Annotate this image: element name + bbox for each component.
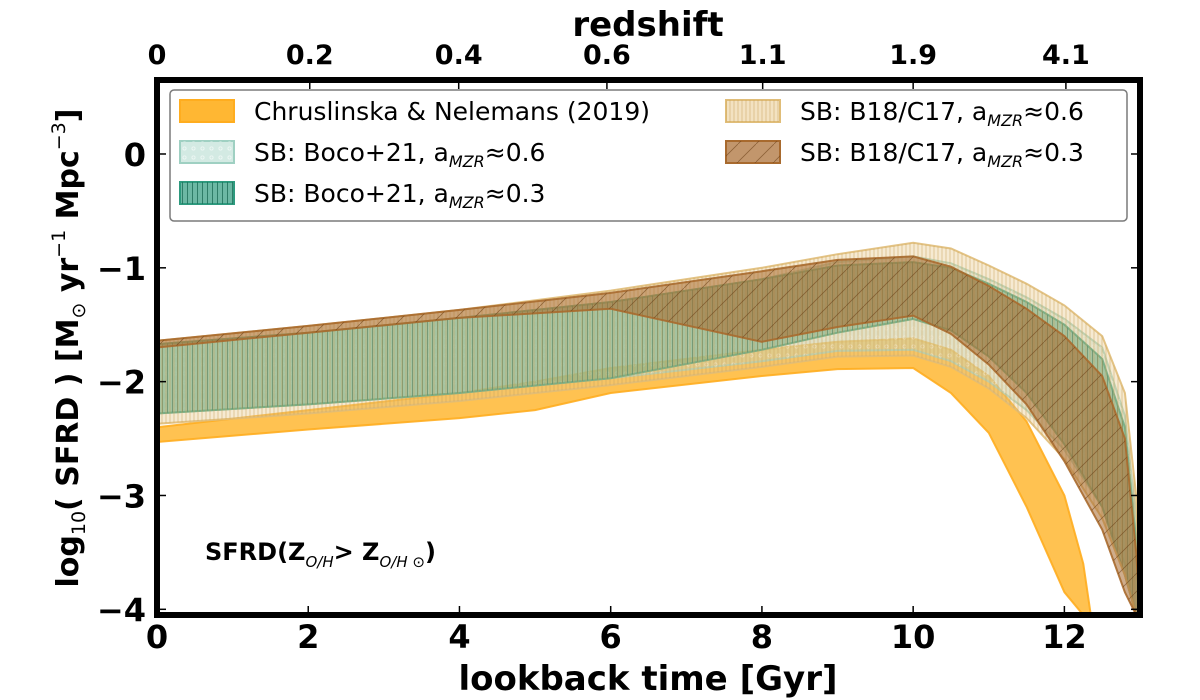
plot-frame [154, 77, 1143, 618]
x-tick-label: 4 [448, 618, 470, 656]
y-tick-label: −4 [97, 591, 146, 629]
top-tick-label: 0.4 [435, 40, 483, 71]
legend-swatch-hatch [180, 141, 234, 163]
legend-label: Chruslinska & Nelemans (2019) [254, 97, 650, 126]
top-tick-label: 4.1 [1042, 40, 1090, 71]
chart-annotation: SFRD(ZO/H> ZO/H ⊙) [205, 538, 436, 571]
series-areas [157, 241, 1140, 615]
annotation-end: ) [425, 538, 436, 566]
top-axis-title: redshift [572, 5, 723, 45]
y-axis-label: log10( SFRD ) [M⊙ yr−1 Mpc−3] [48, 108, 90, 587]
x-axis-label: lookback time [Gyr] [458, 659, 837, 699]
legend-label: SB: Boco+21, aMZR≈0.3 [254, 179, 545, 212]
legend-item-b18_03: SB: B18/C17, aMZR≈0.3 [725, 138, 1084, 171]
x-tick-label: 10 [891, 618, 936, 656]
y-label-sub: 10 [68, 511, 90, 535]
top-tick-label: 0.2 [286, 40, 334, 71]
annotation-main: SFRD(Z [205, 538, 305, 566]
legend-item-boco03: SB: Boco+21, aMZR≈0.3 [179, 179, 545, 212]
y-tick-label: −1 [97, 250, 146, 288]
legend-items: Chruslinska & Nelemans (2019) SB: Boco+21… [179, 97, 1084, 212]
annotation-sub1: O/H [305, 553, 333, 571]
legend-item-b18_06: SB: B18/C17, aMZR≈0.6 [725, 97, 1084, 130]
y-label-prefix: log [51, 535, 86, 587]
y-axis-tick-labels: 0 −1 −2 −3 −4 [97, 136, 146, 629]
legend-label: SB: Boco+21, aMZR≈0.6 [254, 138, 545, 171]
y-tick-label: −3 [97, 477, 146, 515]
y-label-body: ( SFRD ) [M [51, 319, 86, 511]
y-label-sup3: −3 [48, 122, 70, 150]
y-tick-label: −2 [97, 364, 146, 402]
y-label-mpc: Mpc [51, 150, 86, 230]
y-label-sun: ⊙ [68, 303, 90, 319]
legend-label: SB: B18/C17, aMZR≈0.3 [800, 138, 1084, 171]
y-label-yr: yr [51, 258, 86, 303]
area-b18_03 [157, 255, 1140, 615]
area-b18_06-hatch [157, 242, 1140, 615]
legend-item-boco06: SB: Boco+21, aMZR≈0.6 [179, 138, 545, 171]
y-label-close: ] [51, 108, 86, 122]
top-tick-label: 1.1 [739, 40, 787, 71]
legend-label: SB: B18/C17, aMZR≈0.6 [800, 97, 1084, 130]
y-label-sup1: −1 [48, 230, 70, 258]
annotation-mid: > Z [334, 538, 380, 566]
top-tick-label: 0.6 [583, 40, 631, 71]
x-tick-label: 6 [600, 618, 622, 656]
legend-box [169, 89, 1128, 222]
top-tick-label: 1.9 [889, 40, 937, 71]
legend-item-chruslinska: Chruslinska & Nelemans (2019) [179, 97, 650, 126]
x-tick-label: 12 [1042, 618, 1087, 656]
x-tick-label: 2 [297, 618, 319, 656]
legend-swatch-hatch [726, 141, 780, 163]
x-tick-label: 8 [751, 618, 773, 656]
x-tick-label: 0 [146, 618, 168, 656]
y-tick-label: 0 [124, 136, 146, 174]
legend: Chruslinska & Nelemans (2019) SB: Boco+21… [169, 89, 1128, 222]
legend-swatch-hatch [180, 182, 234, 204]
annotation-sub2: O/H ⊙ [379, 553, 424, 571]
x-axis-tick-labels: 0 2 4 6 8 10 12 [146, 618, 1087, 656]
top-tick-label: 0 [148, 40, 167, 71]
legend-swatch-hatch [726, 100, 780, 122]
legend-swatch [179, 99, 235, 123]
top-axis-tick-labels: 0 0.2 0.4 0.6 1.1 1.9 4.1 [148, 40, 1090, 71]
